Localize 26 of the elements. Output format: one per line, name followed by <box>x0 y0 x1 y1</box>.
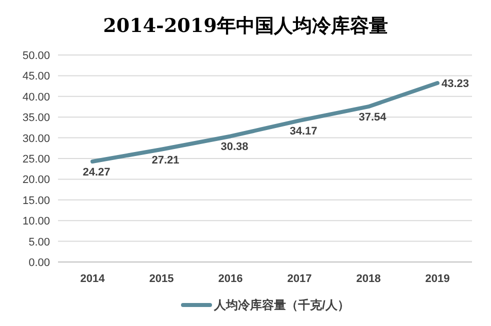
x-tick-label: 2016 <box>218 273 243 285</box>
y-tick-label: 35.00 <box>22 112 50 124</box>
x-tick-label: 2017 <box>287 273 312 285</box>
y-tick-label: 25.00 <box>22 154 50 166</box>
y-tick-label: 50.00 <box>22 50 50 62</box>
x-tick-label: 2018 <box>356 273 381 285</box>
y-tick-label: 45.00 <box>22 70 50 83</box>
line-series <box>90 81 440 164</box>
y-tick-label: 20.00 <box>22 174 50 186</box>
x-tick-label: 2019 <box>425 273 450 285</box>
legend-label: 人均冷库容量（千克/人） <box>213 298 350 312</box>
y-tick-label: 0.00 <box>28 257 50 269</box>
data-label: 37.54 <box>358 112 388 124</box>
y-tick-label: 30.00 <box>22 132 50 145</box>
data-label: 34.17 <box>290 126 318 138</box>
y-tick-label: 15.00 <box>22 194 50 207</box>
y-tick-label: 5.00 <box>28 236 50 248</box>
data-label: 27.21 <box>152 154 180 166</box>
x-tick-label: 2014 <box>80 273 106 285</box>
data-label: 24.27 <box>82 166 110 179</box>
chart-title: 2014-2019年中国人均冷库容量 <box>103 15 388 37</box>
x-tick-label: 2015 <box>149 273 174 285</box>
y-tick-label: 10.00 <box>22 216 50 228</box>
data-label: 30.38 <box>220 141 248 154</box>
data-label: 43.23 <box>442 78 470 90</box>
y-tick-label: 40.00 <box>22 91 50 104</box>
